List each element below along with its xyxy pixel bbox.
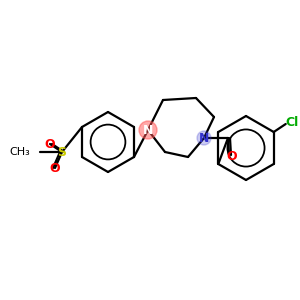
Text: N: N	[143, 124, 153, 136]
Text: CH₃: CH₃	[9, 147, 30, 157]
Text: Cl: Cl	[285, 116, 298, 128]
Text: O: O	[50, 161, 60, 175]
Text: N: N	[199, 131, 209, 145]
Circle shape	[197, 131, 211, 145]
Text: S: S	[58, 146, 67, 158]
Text: O: O	[227, 151, 237, 164]
Circle shape	[139, 121, 157, 139]
Text: O: O	[45, 137, 55, 151]
